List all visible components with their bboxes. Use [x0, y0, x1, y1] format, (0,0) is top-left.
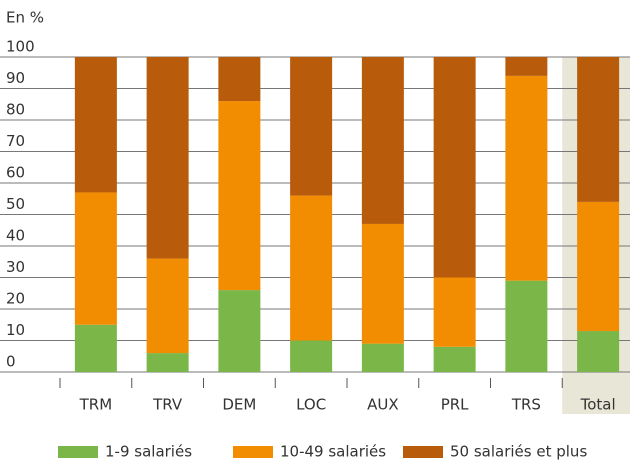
- y-tick-label: 100: [6, 38, 35, 56]
- bar-segment: [146, 353, 189, 372]
- bar-segment: [577, 201, 620, 332]
- x-tick-label: TRV: [152, 396, 183, 414]
- y-tick-label: 20: [6, 290, 25, 308]
- bar-segment: [361, 223, 404, 344]
- y-tick-label: 60: [6, 164, 25, 182]
- bar-segment: [577, 57, 620, 202]
- bar-segment: [433, 277, 476, 347]
- legend-label: 10-49 salariés: [280, 443, 386, 461]
- y-tick-label: 50: [6, 195, 25, 213]
- legend-label: 50 salariés et plus: [450, 443, 587, 461]
- x-tick-label: LOC: [296, 396, 326, 414]
- y-tick-label: 0: [6, 353, 16, 371]
- bar-segment: [218, 57, 261, 102]
- y-tick-label: 30: [6, 258, 25, 276]
- y-tick-label: 40: [6, 227, 25, 245]
- bar-segment: [74, 324, 117, 372]
- bar-segment: [146, 57, 189, 259]
- bar-segment: [290, 57, 333, 196]
- legend-swatch: [58, 446, 98, 458]
- x-tick-label: PRL: [441, 396, 469, 414]
- y-axis-label: En %: [6, 9, 44, 27]
- bar-segment: [290, 340, 333, 372]
- bar-segment: [433, 57, 476, 278]
- y-tick-label: 70: [6, 132, 25, 150]
- bar-segment: [218, 101, 261, 291]
- x-tick-label: Total: [580, 396, 616, 414]
- bar-segment: [146, 258, 189, 354]
- bar-segment: [74, 57, 117, 193]
- bar-segment: [505, 75, 548, 281]
- bar-segment: [505, 57, 548, 76]
- x-tick-label: TRS: [511, 396, 541, 414]
- x-tick-label: AUX: [367, 396, 399, 414]
- bar-segment: [290, 195, 333, 341]
- x-tick-label: TRM: [79, 396, 113, 414]
- bar-segment: [361, 57, 404, 224]
- bar-segment: [218, 290, 261, 372]
- bar-segment: [505, 280, 548, 372]
- y-tick-label: 80: [6, 101, 25, 119]
- y-tick-label: 90: [6, 69, 25, 87]
- bar-segment: [577, 331, 620, 372]
- bar-segment: [361, 343, 404, 372]
- legend-label: 1-9 salariés: [105, 443, 192, 461]
- bar-segment: [74, 192, 117, 325]
- legend-swatch: [233, 446, 273, 458]
- x-tick-label: DEM: [222, 396, 256, 414]
- y-tick-label: 10: [6, 321, 25, 339]
- legend-swatch: [403, 446, 443, 458]
- bar-segment: [433, 346, 476, 372]
